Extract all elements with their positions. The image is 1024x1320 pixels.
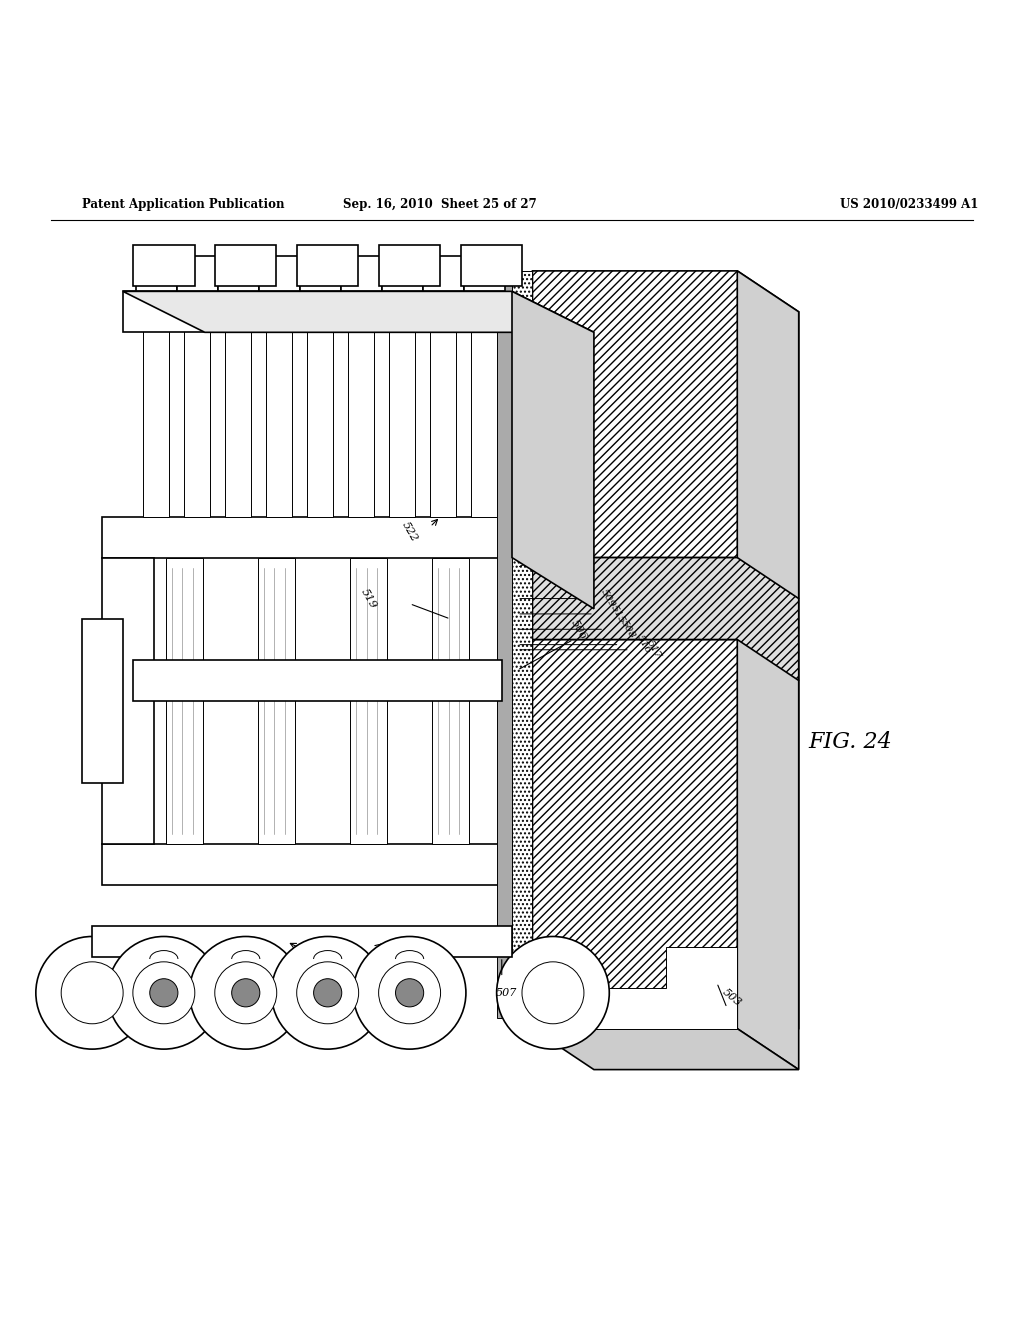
Text: Patent Application Publication: Patent Application Publication	[82, 198, 285, 211]
Bar	[379, 246, 440, 286]
Circle shape	[395, 978, 424, 1007]
Circle shape	[61, 962, 123, 1024]
Circle shape	[215, 962, 276, 1024]
Bar	[133, 246, 195, 286]
Polygon shape	[532, 946, 737, 1028]
Circle shape	[379, 962, 440, 1024]
Bar	[259, 256, 300, 292]
Polygon shape	[737, 271, 799, 1069]
Bar	[177, 256, 218, 292]
Text: 507: 507	[497, 987, 517, 998]
Circle shape	[271, 936, 384, 1049]
Circle shape	[313, 978, 342, 1007]
Bar	[350, 557, 387, 845]
Bar	[341, 256, 382, 292]
Bar	[225, 292, 251, 516]
Text: 503: 503	[721, 987, 743, 1008]
Circle shape	[189, 936, 302, 1049]
Bar	[300, 256, 341, 292]
Text: 516: 516	[635, 634, 652, 656]
Bar	[266, 292, 292, 516]
Text: 509: 509	[599, 587, 616, 610]
Text: 517: 517	[645, 639, 663, 660]
Circle shape	[133, 962, 195, 1024]
Bar	[218, 256, 259, 292]
Polygon shape	[532, 557, 799, 681]
Polygon shape	[123, 292, 594, 333]
Polygon shape	[532, 271, 799, 598]
Bar	[382, 256, 423, 292]
Circle shape	[36, 936, 148, 1049]
Polygon shape	[532, 639, 799, 1028]
Text: 515: 515	[609, 603, 627, 624]
Text: 519: 519	[359, 587, 378, 610]
Text: FIG. 24: FIG. 24	[808, 731, 892, 752]
Bar	[471, 292, 497, 516]
Text: 510: 510	[527, 321, 547, 345]
Bar	[348, 292, 374, 516]
Bar	[143, 292, 169, 516]
Text: 520: 520	[539, 531, 557, 554]
Bar	[389, 292, 415, 516]
Circle shape	[108, 936, 220, 1049]
Bar	[258, 557, 295, 845]
Bar	[215, 246, 276, 286]
Polygon shape	[497, 271, 512, 1019]
Polygon shape	[102, 557, 154, 845]
Polygon shape	[512, 271, 532, 1028]
Polygon shape	[512, 292, 594, 609]
Circle shape	[231, 978, 260, 1007]
Polygon shape	[82, 619, 123, 783]
Text: 506: 506	[569, 618, 588, 642]
Polygon shape	[133, 660, 502, 701]
Bar	[297, 246, 358, 286]
Text: US 2010/0233499 A1: US 2010/0233499 A1	[840, 198, 978, 211]
Polygon shape	[102, 845, 512, 886]
Bar	[430, 292, 456, 516]
Text: Sep. 16, 2010  Sheet 25 of 27: Sep. 16, 2010 Sheet 25 of 27	[343, 198, 538, 211]
Polygon shape	[92, 927, 512, 957]
Polygon shape	[102, 516, 512, 557]
Text: 508: 508	[620, 619, 637, 640]
Bar	[432, 557, 469, 845]
Circle shape	[522, 962, 584, 1024]
Circle shape	[297, 962, 358, 1024]
Text: 522: 522	[400, 520, 419, 544]
Bar	[307, 292, 333, 516]
Text: 504: 504	[169, 957, 189, 968]
Bar	[423, 256, 464, 292]
Circle shape	[150, 978, 178, 1007]
Polygon shape	[123, 292, 502, 333]
Circle shape	[497, 936, 609, 1049]
Bar	[184, 292, 210, 516]
Text: 501: 501	[333, 973, 353, 982]
Bar	[166, 557, 203, 845]
Bar	[464, 256, 505, 292]
Polygon shape	[532, 1028, 799, 1069]
Bar	[136, 256, 177, 292]
Circle shape	[353, 936, 466, 1049]
Bar	[461, 246, 522, 286]
